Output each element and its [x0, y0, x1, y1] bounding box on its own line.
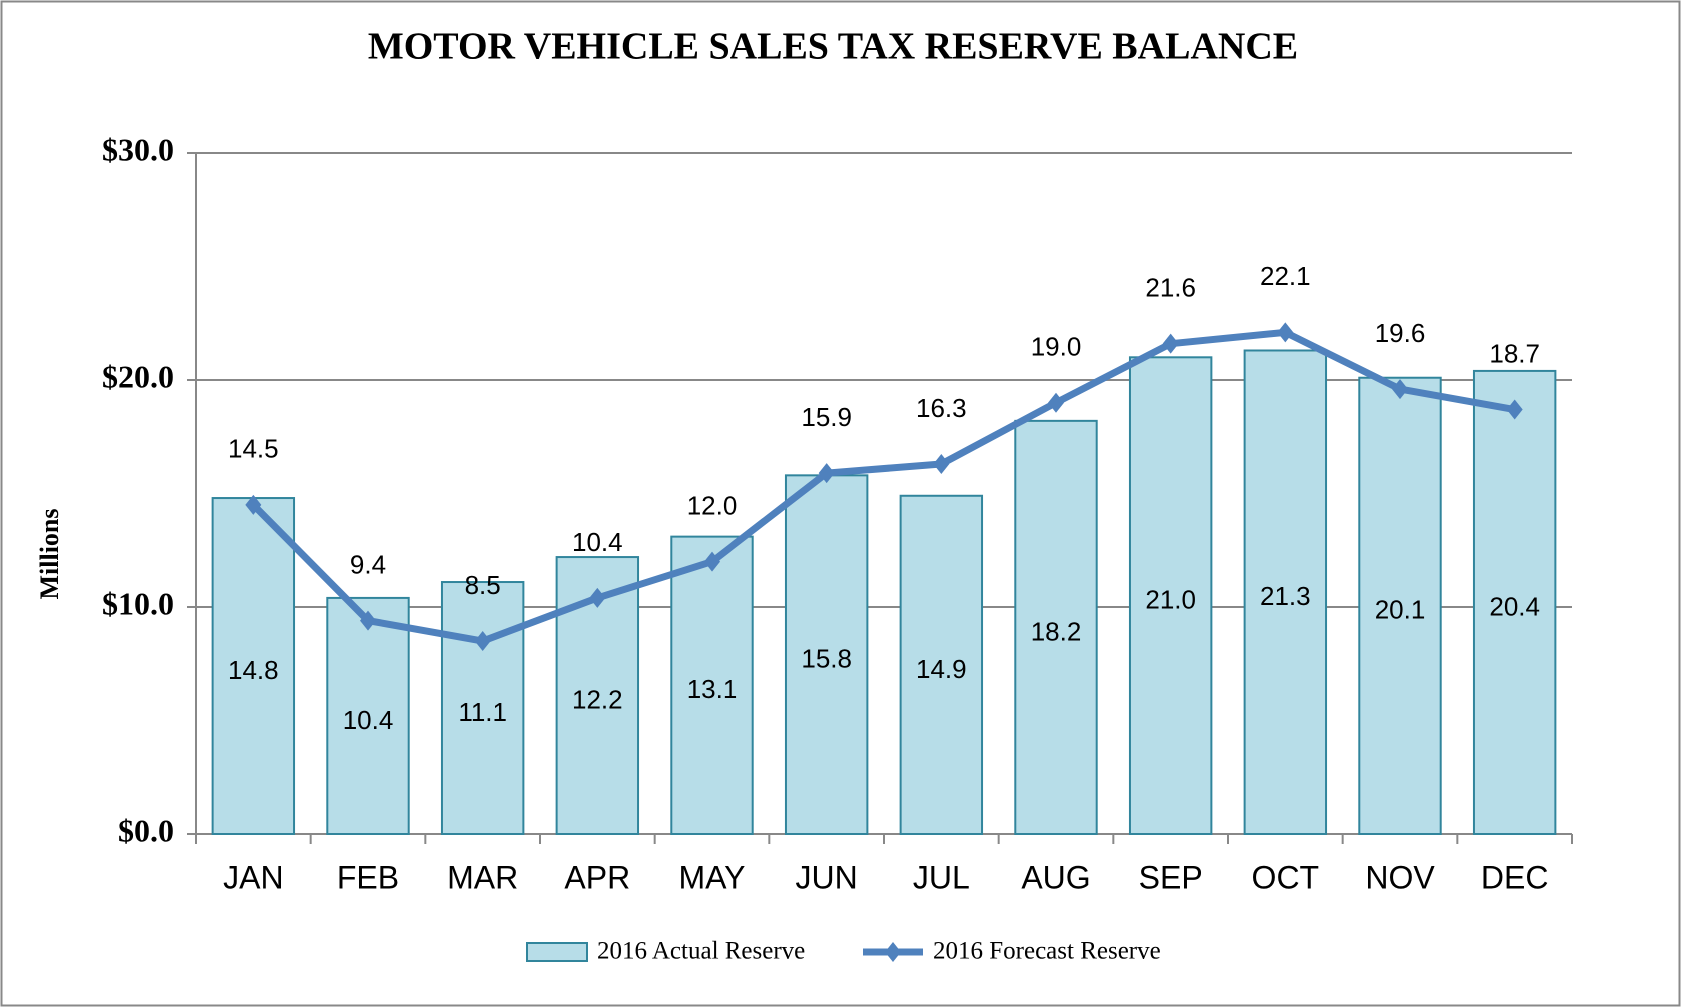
x-tick-label: SEP [1139, 859, 1203, 895]
bar-value-label: 21.3 [1260, 581, 1311, 611]
bar-value-label: 13.1 [687, 674, 738, 704]
legend-swatch [526, 942, 588, 962]
x-tick-label: DEC [1481, 859, 1549, 895]
line-value-label: 22.1 [1260, 261, 1311, 291]
bar-value-label: 18.2 [1031, 616, 1082, 646]
line-value-label: 10.4 [572, 527, 623, 557]
line-value-label: 15.9 [801, 402, 852, 432]
line-marker [1392, 379, 1408, 400]
legend-label: 2016 Forecast Reserve [933, 938, 1161, 965]
y-tick-label: $10.0 [102, 585, 174, 621]
line-value-label: 19.6 [1375, 318, 1426, 348]
x-tick-label: JAN [223, 859, 283, 895]
y-axis-label: Millions [35, 508, 64, 599]
x-tick-label: MAR [447, 859, 518, 895]
line-marker [1162, 333, 1179, 354]
bar-value-label: 21.0 [1145, 585, 1196, 615]
bar [211, 497, 296, 835]
x-tick-label: APR [564, 859, 630, 895]
x-tick-label: AUG [1021, 859, 1090, 895]
bar-value-label: 14.9 [916, 654, 967, 684]
bar [1358, 376, 1442, 835]
x-tick-label: NOV [1365, 859, 1435, 895]
x-tick-label: FEB [337, 859, 399, 895]
line-marker [818, 463, 835, 484]
line-value-label: 8.5 [465, 570, 501, 600]
line-value-label: 18.7 [1489, 338, 1540, 368]
line-marker [474, 631, 491, 652]
line-marker [245, 494, 262, 515]
bar-value-label: 12.2 [572, 684, 623, 714]
x-tick-label: JUN [796, 859, 858, 895]
y-tick-label: $20.0 [102, 358, 174, 394]
bar [670, 535, 754, 835]
bar [784, 474, 869, 835]
bar-value-label: 11.1 [458, 697, 507, 727]
legend-marker [885, 942, 901, 962]
bar [899, 494, 984, 835]
bar [1014, 419, 1098, 835]
line-marker [1506, 399, 1523, 420]
line-value-label: 16.3 [916, 393, 967, 423]
line-marker [933, 453, 950, 474]
bar [1243, 349, 1328, 835]
line-marker [704, 551, 720, 572]
x-tick-label: OCT [1252, 859, 1320, 895]
bar-value-label: 10.4 [343, 705, 394, 735]
line-value-label: 19.0 [1031, 332, 1082, 362]
x-tick-label: JUL [913, 859, 970, 895]
bar [1128, 356, 1213, 835]
line-value-label: 21.6 [1145, 273, 1196, 303]
y-tick-label: $0.0 [118, 812, 174, 848]
bar-value-label: 20.4 [1489, 591, 1540, 621]
x-tick-label: MAY [679, 859, 746, 895]
bar [326, 596, 410, 835]
line-marker [360, 610, 376, 631]
chart-title: MOTOR VEHICLE SALES TAX RESERVE BALANCE [368, 26, 1298, 68]
bar [440, 581, 525, 836]
bar-value-label: 14.8 [228, 655, 279, 685]
line [250, 328, 1516, 645]
legend-label: 2016 Actual Reserve [597, 938, 805, 965]
line-value-label: 12.0 [687, 490, 738, 520]
line-marker [1048, 392, 1064, 413]
bar-value-label: 20.1 [1375, 595, 1426, 625]
y-tick-label: $30.0 [102, 131, 174, 167]
line-marker [1277, 322, 1294, 343]
line-value-label: 14.5 [228, 434, 279, 464]
bar-value-label: 15.8 [801, 644, 852, 674]
bar [1472, 369, 1557, 835]
line-marker [589, 587, 606, 608]
line-value-label: 9.4 [350, 549, 386, 579]
